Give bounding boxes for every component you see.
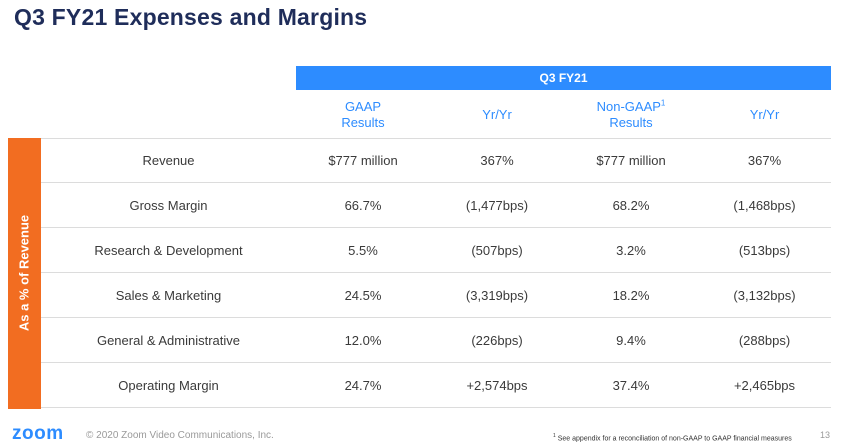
side-label-bar bbox=[8, 138, 41, 409]
column-header-gaap-results: GAAP Results bbox=[296, 94, 430, 136]
copyright-notice: © 2020 Zoom Video Communications, Inc. bbox=[86, 430, 274, 441]
gaap-yr-yr-value: (1,477bps) bbox=[465, 197, 529, 213]
column-header-line1: GAAP bbox=[344, 99, 382, 114]
gaap-value: 24.7% bbox=[344, 377, 382, 393]
non-gaap-value: 9.4% bbox=[616, 332, 646, 348]
footnote-marker: 1 bbox=[553, 433, 556, 439]
gaap-value: 5.5% bbox=[348, 242, 378, 258]
row-label: Revenue bbox=[142, 153, 195, 168]
footnote-text: See appendix for a reconciliation of non… bbox=[557, 435, 792, 443]
page-title: Q3 FY21 Expenses and Margins bbox=[14, 4, 368, 30]
table-row: Gross Margin 66.7% (1,477bps) 68.2% (1,4… bbox=[41, 183, 831, 228]
table-row: Sales & Marketing 24.5% (3,319bps) 18.2%… bbox=[41, 273, 831, 318]
non-gaap-value: 68.2% bbox=[612, 197, 650, 213]
non-gaap-yr-yr-value: (3,132bps) bbox=[733, 287, 796, 303]
non-gaap-value: 3.2% bbox=[616, 242, 646, 258]
row-label: Research & Development bbox=[94, 242, 243, 258]
gaap-yr-yr-value: (3,319bps) bbox=[465, 287, 529, 303]
gaap-value: $777 million bbox=[328, 153, 398, 168]
non-gaap-yr-yr-value: (1,468bps) bbox=[733, 197, 796, 213]
gaap-yr-yr-value: 367% bbox=[480, 153, 514, 168]
table-row: Revenue $777 million 367% $777 million 3… bbox=[41, 138, 831, 183]
footnote: 1 See appendix for a reconciliation of n… bbox=[553, 433, 792, 442]
gaap-yr-yr-value: (226bps) bbox=[471, 332, 523, 348]
column-header-line2: Results bbox=[609, 115, 653, 130]
side-label: As a % of Revenue bbox=[16, 214, 32, 332]
zoom-logo: zoom bbox=[12, 423, 64, 444]
non-gaap-value: 37.4% bbox=[612, 377, 650, 393]
metrics-table: Revenue $777 million 367% $777 million 3… bbox=[41, 138, 831, 408]
page-number: 13 bbox=[820, 430, 831, 440]
non-gaap-yr-yr-value: +2,465bps bbox=[733, 377, 796, 393]
row-label: Sales & Marketing bbox=[115, 287, 222, 303]
period-banner: Q3 FY21 bbox=[296, 66, 831, 90]
gaap-yr-yr-value: +2,574bps bbox=[466, 377, 528, 393]
gaap-value: 24.5% bbox=[344, 287, 382, 303]
column-header-gaap-yr-yr: Yr/Yr bbox=[430, 94, 564, 136]
non-gaap-value: 18.2% bbox=[612, 287, 650, 303]
footnote-marker: 1 bbox=[660, 98, 666, 108]
column-header-line1-wrap: Non-GAAP1 bbox=[597, 99, 666, 115]
non-gaap-value: $777 million bbox=[596, 153, 666, 168]
non-gaap-yr-yr-value: (288bps) bbox=[738, 332, 791, 348]
gaap-value: 66.7% bbox=[344, 197, 382, 213]
column-header-line1: Non-GAAP bbox=[596, 99, 661, 114]
table-row: Operating Margin 24.7% +2,574bps 37.4% +… bbox=[41, 363, 831, 408]
non-gaap-yr-yr-value: 367% bbox=[747, 153, 782, 168]
non-gaap-yr-yr-value: (513bps) bbox=[738, 242, 791, 258]
table-row: Research & Development 5.5% (507bps) 3.2… bbox=[41, 228, 831, 273]
row-label: Operating Margin bbox=[118, 377, 219, 393]
column-header-line2: Results bbox=[341, 115, 385, 130]
table-row: General & Administrative 12.0% (226bps) … bbox=[41, 318, 831, 363]
gaap-yr-yr-value: (507bps) bbox=[471, 242, 523, 258]
column-header-line1: Yr/Yr bbox=[482, 107, 512, 122]
row-label: General & Administrative bbox=[96, 332, 241, 348]
column-header-line1: Yr/Yr bbox=[749, 107, 780, 122]
column-header-non-gaap-results: Non-GAAP1 Results bbox=[564, 94, 698, 136]
gaap-value: 12.0% bbox=[344, 332, 382, 348]
column-header-non-gaap-yr-yr: Yr/Yr bbox=[698, 94, 831, 136]
row-label: Gross Margin bbox=[129, 197, 208, 213]
